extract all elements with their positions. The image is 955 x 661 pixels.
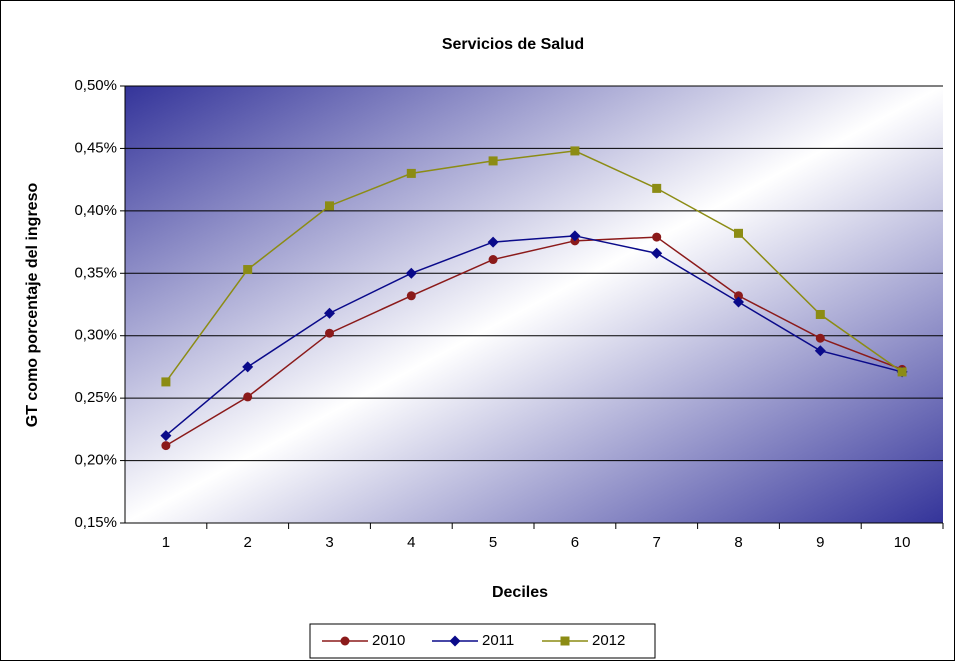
y-tick-label: 0,40% [74, 202, 117, 219]
y-tick-label: 0,15% [74, 514, 117, 531]
y-tick-label: 0,50% [74, 77, 117, 94]
data-point [815, 309, 825, 319]
data-point [325, 328, 334, 338]
data-point [734, 228, 743, 238]
x-tick-label: 10 [894, 534, 911, 551]
x-tick-label: 4 [407, 534, 415, 551]
x-tick-label: 5 [489, 534, 497, 551]
series-line [165, 235, 903, 437]
chart-title: Servicios de Salud [442, 36, 584, 53]
data-point [161, 377, 171, 387]
data-point [815, 333, 825, 343]
data-point [569, 230, 581, 242]
y-tick-label: 0,25% [74, 389, 117, 406]
x-tick-label: 8 [734, 534, 742, 551]
data-point [243, 265, 253, 275]
y-tick-label: 0,30% [74, 327, 117, 344]
data-point [243, 392, 253, 402]
data-point [734, 291, 743, 301]
y-axis-title: GT como porcentaje del ingreso [24, 183, 41, 428]
data-point [652, 183, 662, 193]
data-point [488, 255, 498, 265]
legend-label: 2011 [482, 632, 514, 649]
x-tick-label: 7 [653, 534, 661, 551]
x-tick-label: 9 [816, 534, 824, 551]
data-point [897, 367, 907, 377]
series-line [165, 150, 903, 383]
data-point [405, 267, 417, 279]
data-point [652, 232, 662, 242]
x-axis-title: Deciles [492, 584, 548, 601]
y-tick-label: 0,20% [74, 452, 117, 469]
data-point [160, 430, 172, 442]
y-tick-label: 0,45% [74, 139, 117, 156]
legend-marker [449, 635, 461, 647]
data-point [161, 441, 171, 451]
legend-label: 2012 [592, 632, 625, 649]
y-tick-label: 0,35% [74, 264, 117, 281]
series-line [165, 236, 903, 447]
data-point [406, 168, 416, 178]
data-point [570, 146, 580, 156]
plot-area [125, 86, 943, 523]
data-point [733, 296, 744, 308]
data-point [406, 291, 416, 301]
data-point [487, 236, 499, 248]
x-tick-label: 1 [162, 534, 170, 551]
data-point [325, 201, 334, 211]
data-point [814, 345, 826, 357]
data-point [651, 247, 663, 259]
x-tick-label: 3 [325, 534, 333, 551]
x-tick-label: 2 [244, 534, 252, 551]
legend-marker [340, 636, 350, 646]
legend-marker [560, 636, 570, 646]
data-point [488, 156, 498, 166]
data-point [242, 361, 254, 373]
x-tick-label: 6 [571, 534, 579, 551]
legend-label: 2010 [372, 632, 405, 649]
data-point [324, 307, 335, 319]
